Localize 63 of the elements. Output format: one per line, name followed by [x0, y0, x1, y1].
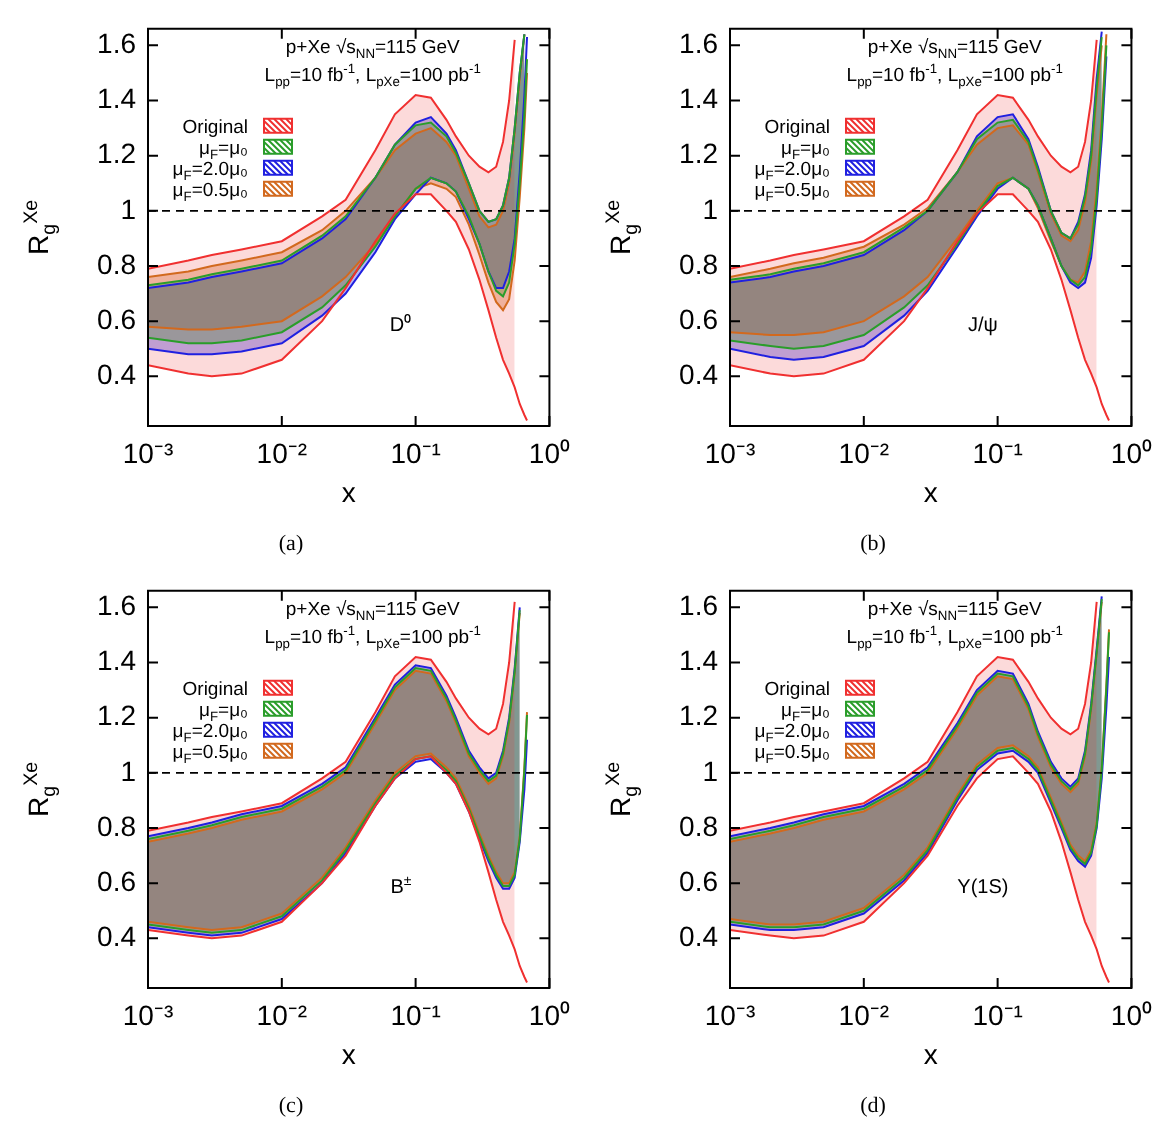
- y-tick-label: 1: [702, 192, 719, 225]
- text: (c): [278, 1094, 304, 1118]
- y-tick-label: 1: [702, 754, 719, 787]
- y-tick-label: 1.2: [97, 137, 137, 170]
- legend-label: Original: [182, 678, 249, 701]
- x-tick-label: 10⁰: [1110, 436, 1153, 469]
- x-axis-title: x: [341, 1038, 356, 1070]
- x-tick-label: 10⁻²: [838, 436, 890, 469]
- x-tick-label: 10⁻¹: [972, 998, 1024, 1031]
- x-tick-label: 10⁻³: [704, 998, 756, 1031]
- x-tick-label: 10⁻¹: [390, 998, 442, 1031]
- y-axis-title: RgXe: [602, 760, 643, 817]
- y-tick-label: 1.4: [679, 644, 719, 677]
- y-tick-label: 0.4: [679, 920, 719, 953]
- y-tick-label: 1.4: [679, 82, 719, 115]
- y-tick-label: 1.2: [679, 137, 719, 170]
- x-axis-title: x: [923, 1038, 938, 1070]
- y-tick-label: 0.6: [97, 864, 137, 897]
- text: (d): [860, 1094, 887, 1118]
- y-tick-label: 1.6: [679, 27, 719, 60]
- y-tick-label: 0.8: [679, 247, 719, 280]
- y-tick-label: 0.8: [97, 247, 137, 280]
- legend-label: Original: [182, 116, 249, 139]
- y-tick-label: 0.8: [679, 809, 719, 842]
- x-tick-label: 10⁻¹: [972, 436, 1024, 469]
- x-tick-label: 10⁻¹: [390, 436, 442, 469]
- x-tick-label: 10⁻²: [256, 436, 308, 469]
- y-tick-label: 1: [120, 192, 137, 225]
- annotation: Υ(1S): [957, 876, 1009, 899]
- x-tick-label: 10⁻³: [122, 436, 174, 469]
- y-tick-label: 0.6: [679, 864, 719, 897]
- y-tick-label: 0.4: [97, 358, 137, 391]
- y-tick-label: 1.2: [679, 699, 719, 732]
- y-tick-label: 1.4: [97, 644, 137, 677]
- y-tick-label: 0.6: [97, 302, 137, 335]
- y-tick-label: 0.4: [97, 920, 137, 953]
- y-tick-label: 1.4: [97, 82, 137, 115]
- y-axis-title: RgXe: [20, 760, 61, 817]
- y-tick-label: 1.6: [97, 589, 137, 622]
- x-tick-label: 10⁻³: [704, 436, 756, 469]
- y-tick-label: 0.8: [97, 809, 137, 842]
- x-axis-title: x: [341, 476, 356, 508]
- x-tick-label: 10⁻²: [256, 998, 308, 1031]
- y-axis-title: RgXe: [602, 198, 643, 255]
- legend-label: Original: [764, 116, 831, 139]
- y-axis-title: RgXe: [20, 198, 61, 255]
- y-tick-label: 0.6: [679, 302, 719, 335]
- y-tick-label: 1: [120, 754, 137, 787]
- annotation: J/ψ: [967, 314, 998, 337]
- x-tick-label: 10⁻²: [838, 998, 890, 1031]
- text: (a): [278, 532, 304, 556]
- x-axis-title: x: [923, 476, 938, 508]
- x-tick-label: 10⁻³: [122, 998, 174, 1031]
- x-tick-label: 10⁰: [528, 998, 571, 1031]
- text: (b): [860, 532, 887, 556]
- y-tick-label: 1.6: [97, 27, 137, 60]
- x-tick-label: 10⁰: [1110, 998, 1153, 1031]
- y-tick-label: 0.4: [679, 358, 719, 391]
- annotation: D⁰: [389, 312, 413, 337]
- legend-label: Original: [764, 678, 831, 701]
- y-tick-label: 1.6: [679, 589, 719, 622]
- y-tick-label: 1.2: [97, 699, 137, 732]
- x-tick-label: 10⁰: [528, 436, 571, 469]
